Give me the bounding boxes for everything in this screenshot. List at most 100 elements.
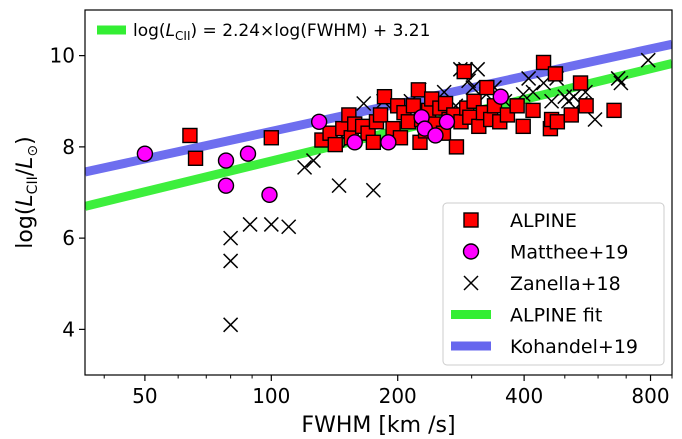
point-zanella-18-11 (365, 182, 381, 198)
annotation-sub: CII (175, 29, 190, 43)
point-zanella-18-6 (297, 159, 313, 175)
x-axis: 50 100 200 400 800 (103, 375, 673, 408)
annotation-var: L (166, 21, 175, 41)
point-zanella-18-4-stroke-b (263, 216, 279, 232)
legend-alpine: ALPINE (463, 210, 577, 232)
legend-kohandel-19-label: Kohandel+19 (510, 336, 638, 358)
ylabel-slash: / (13, 168, 38, 176)
point-alpine-15 (376, 88, 393, 105)
x-axis-label: FWHM [km /s] (301, 413, 455, 438)
point-zanella-18-22 (470, 61, 486, 77)
series-alpine (182, 54, 622, 166)
ylabel-open: log( (13, 207, 38, 249)
point-zanella-18-6-stroke-b (297, 159, 313, 175)
y-tick-label-8: 8 (62, 135, 75, 159)
legend-zanella-18: Zanella+18 (463, 273, 621, 295)
point-zanella-18-3-stroke-b (242, 216, 258, 232)
x-tick-label-50: 50 (132, 384, 157, 408)
ylabel-close: ) (13, 136, 38, 145)
point-matthee-19-3 (239, 145, 257, 162)
point-zanella-18-7-stroke-b (305, 153, 321, 169)
legend-matthee-19-marker (462, 243, 480, 260)
legend-alpine-fit: ALPINE fit (451, 305, 602, 327)
point-alpine-42 (479, 79, 495, 96)
legend-kohandel-19: Kohandel+19 (451, 336, 638, 358)
x-tick-label-400: 400 (505, 384, 543, 408)
annotation-prefix: log( (133, 21, 166, 41)
point-zanella-18-10 (356, 96, 372, 112)
point-zanella-18-39-stroke-b (613, 75, 629, 91)
legend-zanella-18-label: Zanella+18 (510, 273, 621, 295)
point-zanella-18-21 (465, 80, 481, 96)
point-matthee-19-12 (492, 88, 510, 105)
point-zanella-18-2 (223, 230, 239, 246)
point-alpine-5 (327, 136, 343, 153)
point-zanella-18-5-stroke-b (281, 219, 297, 235)
point-zanella-18-30 (544, 93, 560, 109)
point-matthee-19-5 (310, 113, 328, 130)
legend-zanella-18-marker-stroke-b (463, 275, 479, 291)
point-zanella-18-39 (613, 75, 629, 91)
legend-alpine-marker (463, 212, 479, 228)
point-zanella-18-2-stroke-b (223, 230, 239, 246)
point-alpine-31 (437, 95, 454, 112)
annotation-text: log(LCII) = 2.24×log(FWHM) + 3.21 (133, 21, 430, 43)
point-zanella-18-4 (263, 216, 279, 232)
point-zanella-18-11-stroke-b (365, 182, 381, 198)
plot-marks (85, 39, 672, 333)
point-alpine-49 (525, 102, 541, 119)
point-zanella-18-1 (223, 253, 239, 269)
point-zanella-18-37-stroke-b (587, 111, 603, 128)
fit-annotation: log(LCII) = 2.24×log(FWHM) + 3.21 (97, 21, 430, 43)
point-alpine-39 (466, 93, 482, 109)
point-alpine-54 (549, 114, 566, 130)
point-matthee-19-7 (380, 134, 397, 151)
point-alpine-14 (372, 107, 389, 123)
point-matthee-19-10 (427, 127, 444, 144)
point-matthee-19-2 (217, 177, 235, 194)
point-zanella-18-8-stroke-b (331, 178, 347, 194)
point-zanella-18-40-stroke-b (640, 52, 656, 68)
point-zanella-18-28 (525, 84, 541, 100)
point-alpine-36 (456, 63, 472, 80)
point-alpine-0 (182, 127, 198, 144)
legend-alpine-fit-label: ALPINE fit (510, 305, 602, 327)
legend-matthee-19: Matthee+19 (462, 242, 628, 264)
point-alpine-47 (509, 98, 525, 114)
y-tick-label-4: 4 (62, 317, 75, 341)
point-alpine-22 (410, 82, 427, 98)
point-alpine-2 (263, 130, 280, 146)
point-zanella-18-30-stroke-b (544, 93, 560, 109)
point-matthee-19-11 (438, 113, 456, 130)
point-zanella-18-0-stroke-b (223, 317, 239, 333)
annotation-suffix: ) = 2.24×log(FWHM) + 3.21 (191, 21, 431, 41)
legend-zanella-18-marker (463, 275, 479, 291)
point-zanella-18-8 (331, 178, 347, 194)
point-matthee-19-1 (217, 152, 235, 169)
point-zanella-18-1-stroke-b (223, 253, 239, 269)
ylabel-l: L (13, 194, 38, 206)
point-matthee-19-0 (136, 145, 154, 162)
point-alpine-12 (365, 134, 382, 151)
point-alpine-1 (187, 150, 204, 166)
ylabel-l2: L (13, 157, 38, 169)
ylabel-sub-sun: ⊙ (25, 145, 41, 157)
point-alpine-21 (405, 98, 422, 114)
point-zanella-18-3 (242, 216, 258, 232)
y-axis-label: log(LCII/L⊙) (13, 136, 41, 248)
legend-alpine-label: ALPINE (510, 210, 577, 232)
point-alpine-48 (515, 118, 531, 135)
series-matthee-19 (136, 88, 510, 203)
x-tick-label-800: 800 (631, 384, 669, 408)
point-zanella-18-40 (640, 52, 656, 68)
y-tick-label-6: 6 (62, 226, 75, 250)
point-matthee-19-6 (346, 134, 363, 151)
point-alpine-50 (535, 54, 552, 71)
point-alpine-34 (448, 139, 465, 155)
point-alpine-57 (578, 98, 594, 114)
point-matthee-19-4 (261, 186, 278, 203)
point-zanella-18-37 (587, 111, 603, 128)
point-alpine-58 (606, 102, 622, 119)
point-zanella-18-22-stroke-b (470, 61, 486, 77)
